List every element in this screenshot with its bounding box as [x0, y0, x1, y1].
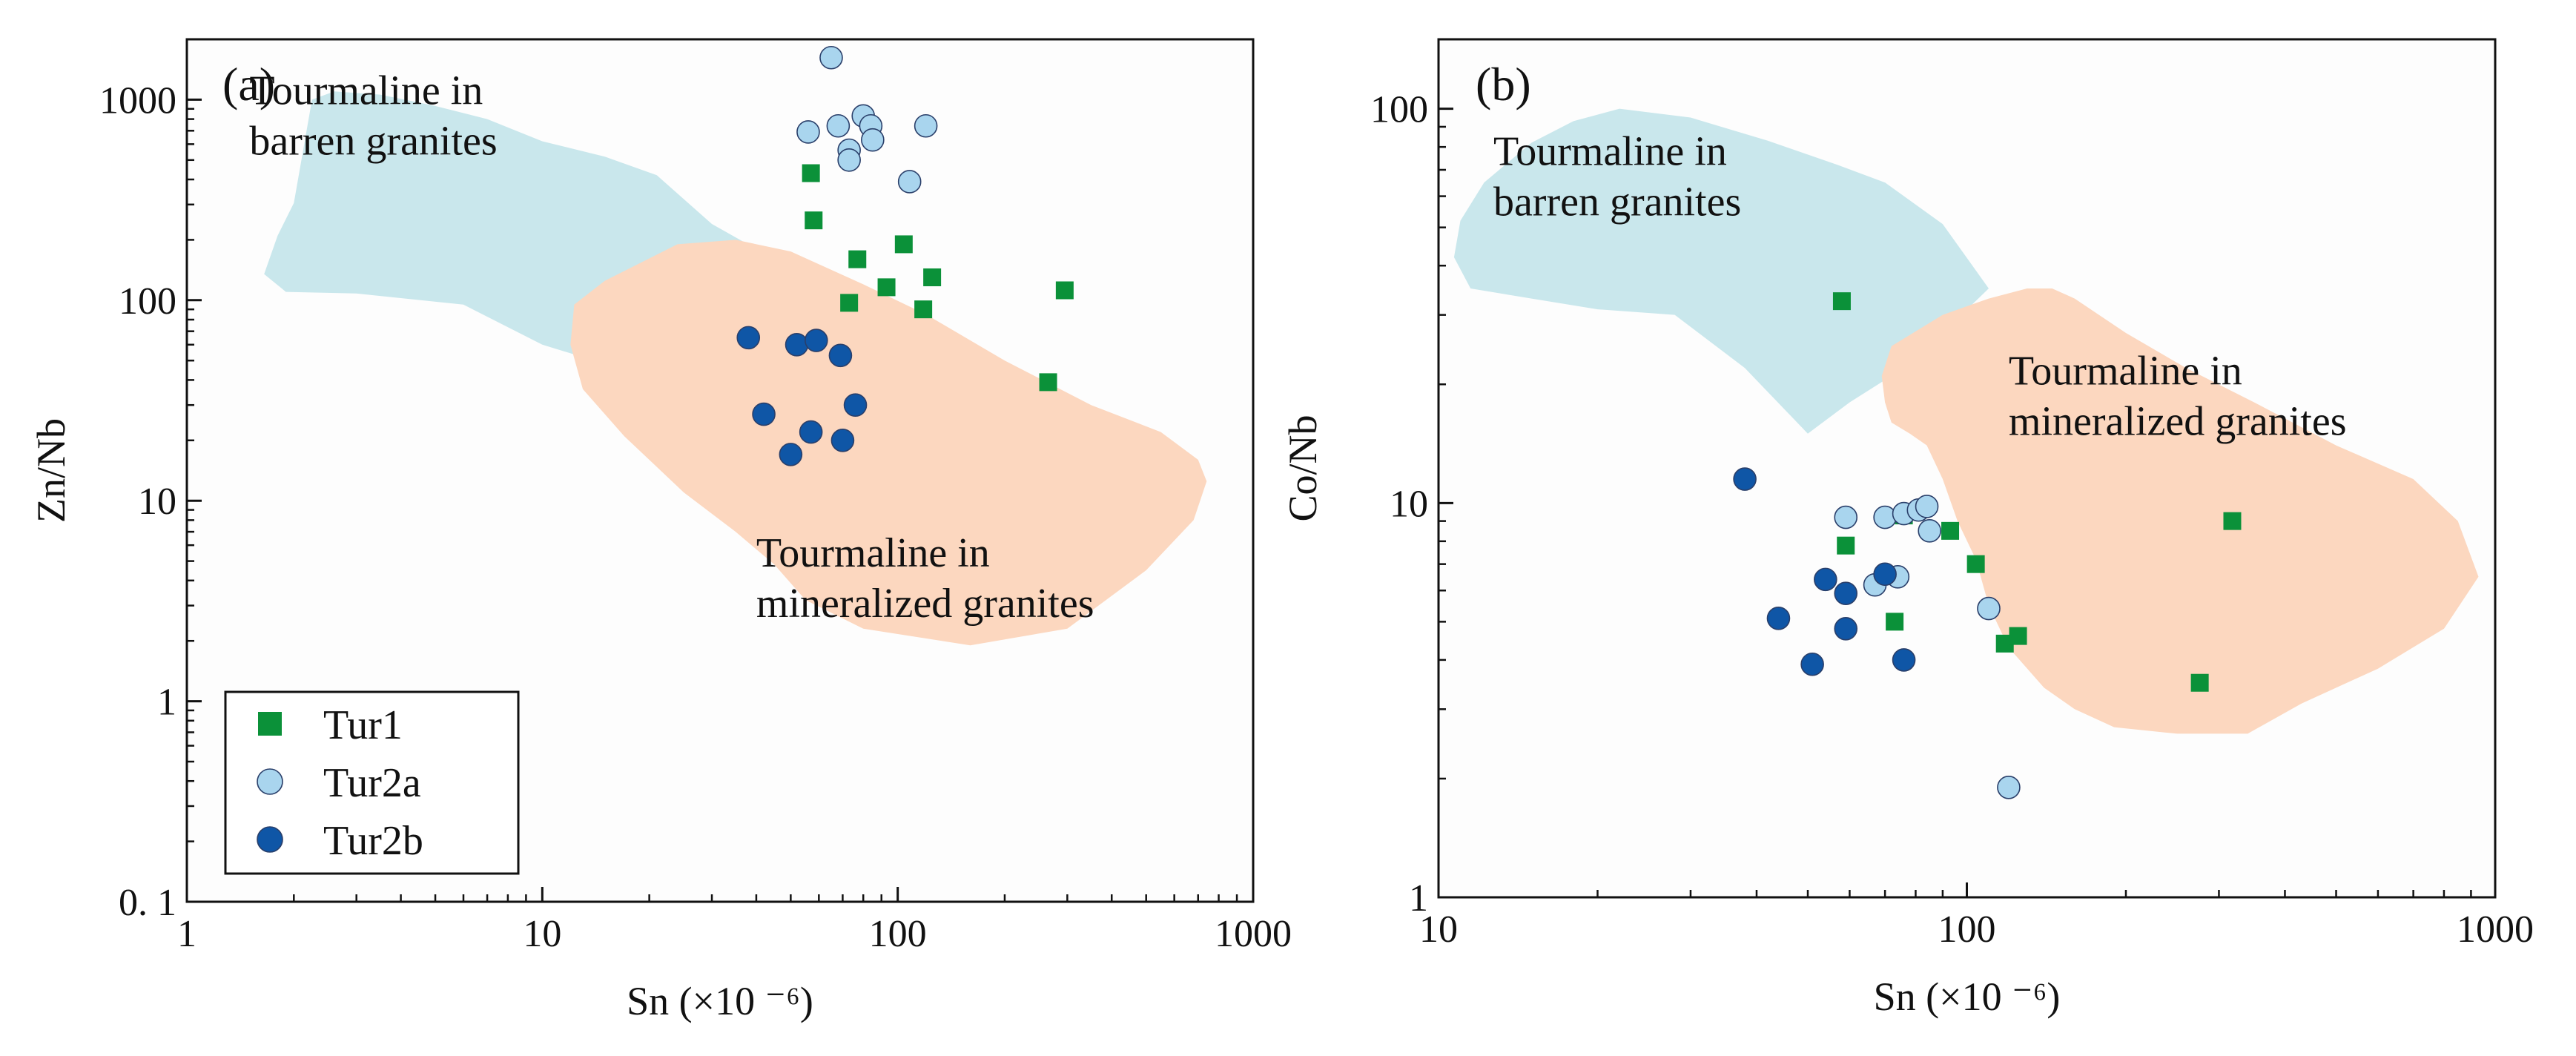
tur1-point [1832, 292, 1851, 311]
legend-tur2b-marker [257, 826, 283, 853]
tur1-point [2009, 627, 2027, 645]
tur1-point [1837, 536, 1855, 555]
tur2b-point [805, 329, 828, 352]
x-tick-label: 1000 [1215, 913, 1292, 955]
mineralized-field-label-line-2: mineralized granites [2009, 398, 2347, 444]
barren-field-label-line-2: barren granites [249, 118, 497, 164]
tur1-point [1886, 613, 1904, 631]
barren-granite-field [1453, 108, 1989, 434]
tur2a-point [1918, 519, 1942, 543]
x-tick-label: 10 [1419, 908, 1458, 951]
tur2a-point [1834, 505, 1858, 529]
tur2b-point [830, 429, 855, 452]
legend-tur2b-label: Tur2b [323, 818, 423, 864]
panel-label: (b) [1476, 58, 1531, 110]
tur2a-point [796, 120, 820, 144]
y-tick-label: 10 [1390, 483, 1428, 525]
x-tick-label: 100 [1938, 908, 1996, 951]
y-axis-title: Co/Nb [1281, 415, 1325, 521]
tur1-point [840, 294, 859, 312]
plot-frame [185, 38, 1255, 903]
y-tick-label: 10 [138, 481, 176, 523]
tur2b-point [1892, 648, 1916, 672]
legend-tur1-label: Tur1 [323, 702, 403, 748]
tur1-point [805, 211, 823, 230]
tur2a-point [819, 45, 843, 70]
x-tick-label: 1000 [2457, 908, 2534, 951]
tur2a-point [1997, 775, 2021, 799]
y-tick-label: 100 [1370, 89, 1428, 131]
tur1-point [848, 250, 867, 268]
tur1-point [1966, 555, 1985, 573]
tur2b-point [1834, 581, 1858, 605]
tur2b-point [828, 343, 853, 368]
tur1-point [1941, 521, 1960, 540]
x-tick-label: 10 [523, 913, 561, 955]
y-tick-label: 0. 1 [119, 882, 176, 924]
legend-tur2a-label: Tur2a [323, 760, 421, 806]
tur1-point [1055, 281, 1074, 300]
tur2b-point [1834, 616, 1858, 641]
legend-tur1-marker [258, 712, 282, 736]
data-points [736, 45, 1074, 466]
panel-b-co-nb-plot: Tourmaline in barren granites Tourmaline i… [1281, 38, 2534, 1019]
field-regions [264, 91, 1207, 646]
tur2a-point [826, 113, 851, 138]
tur2b-point [736, 326, 761, 350]
tur1-point [894, 235, 913, 254]
tur2b-point [779, 443, 803, 466]
tur2a-point [914, 113, 938, 138]
panel-label: (a) [222, 58, 275, 110]
panel-a-zn-nb-plot: Tourmaline in barren granites Tourmaline i… [29, 38, 1292, 1023]
tur2b-point [1814, 567, 1837, 592]
legend: Tur1 Tur2a Tur2b [224, 690, 520, 875]
tur2b-point [1766, 606, 1791, 630]
tur2b-point [752, 402, 776, 426]
tur1-point [923, 268, 942, 286]
barren-field-label-line-1: Tourmaline in [249, 67, 483, 113]
tur1-point [802, 164, 820, 182]
tur1-point [2223, 512, 2242, 530]
mineralized-granite-field [570, 240, 1207, 646]
tur1-point [2190, 673, 2209, 692]
tur1-point [877, 278, 896, 297]
mineralized-granite-field [1881, 288, 2479, 734]
y-tick-label: 1 [157, 682, 176, 724]
x-tick-label: 1 [177, 913, 196, 955]
y-tick-label: 1 [1409, 877, 1428, 920]
mineralized-field-label-line-2: mineralized granites [756, 581, 1094, 627]
tur2b-point [1800, 652, 1824, 676]
tur2a-point [861, 128, 885, 152]
x-axis-title: Sn (×10 ⁻⁶) [627, 979, 813, 1023]
x-axis-title: Sn (×10 ⁻⁶) [1874, 974, 2061, 1019]
tur2b-point [843, 393, 868, 417]
tur2a-point [837, 148, 861, 172]
tur2a-point [1915, 495, 1939, 518]
mineralized-field-label-line-1: Tourmaline in [756, 530, 990, 576]
tur2b-point [1873, 562, 1897, 587]
x-tick-label: 100 [869, 913, 927, 955]
data-points [1733, 292, 2242, 799]
tur2b-point [1733, 467, 1757, 491]
mineralized-field-label-line-1: Tourmaline in [2009, 348, 2242, 394]
barren-field-label-line-1: Tourmaline in [1493, 128, 1727, 174]
y-axis-title: Zn/Nb [29, 418, 73, 523]
y-tick-label: 1000 [99, 79, 176, 122]
tur1-point [1039, 373, 1057, 392]
field-regions [1453, 108, 2479, 734]
legend-tur2a-marker [257, 768, 283, 795]
tur2b-point [799, 420, 823, 444]
y-tick-label: 100 [119, 280, 176, 323]
tur2a-point [1977, 596, 2001, 621]
tur1-point [914, 300, 933, 319]
barren-field-label-line-2: barren granites [1493, 179, 1741, 225]
tur2a-point [897, 170, 922, 194]
tur2b-point [785, 332, 809, 357]
